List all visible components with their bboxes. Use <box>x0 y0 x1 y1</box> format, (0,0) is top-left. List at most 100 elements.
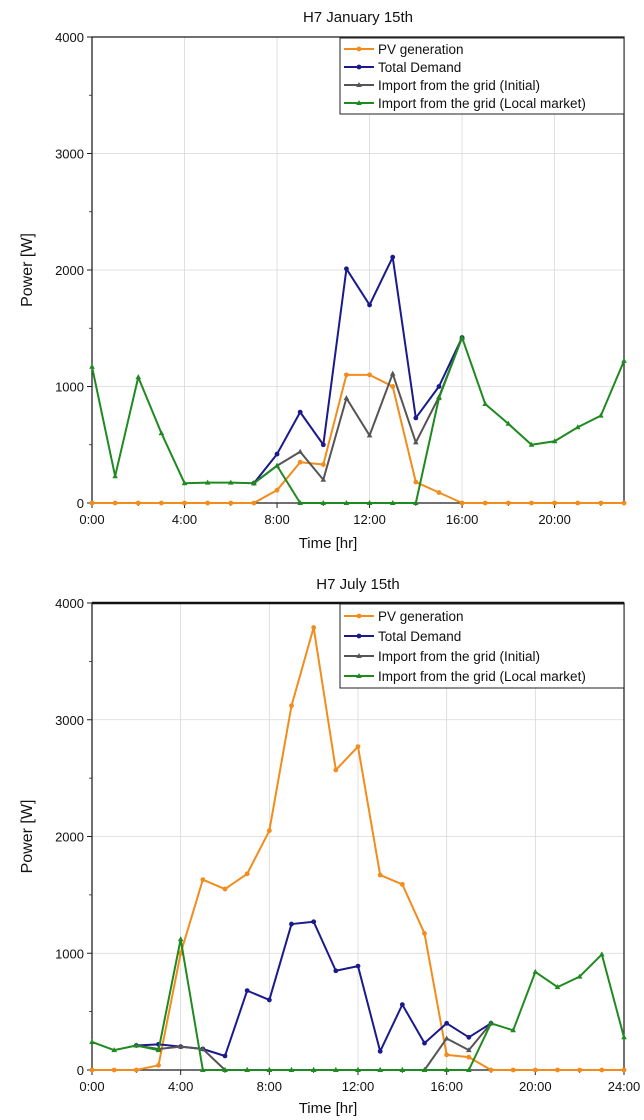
x-tick-label: 0:00 <box>79 1079 104 1094</box>
data-point <box>320 462 326 467</box>
legend-marker <box>356 64 362 70</box>
data-point <box>482 400 489 406</box>
y-tick-label: 4000 <box>55 30 84 45</box>
data-point <box>355 963 361 969</box>
y-tick-label: 2000 <box>55 263 84 278</box>
data-point <box>399 1067 406 1072</box>
legend-marker <box>356 673 362 678</box>
y-tick-label: 1000 <box>55 946 84 961</box>
data-point <box>89 500 95 506</box>
data-point <box>399 881 405 887</box>
data-point <box>89 1067 95 1073</box>
data-point <box>320 442 326 448</box>
data-point <box>577 1067 583 1073</box>
data-point <box>251 480 257 486</box>
data-point <box>89 363 95 369</box>
data-point <box>288 1067 295 1072</box>
x-tick-label: 20:00 <box>519 1079 552 1094</box>
series-3 <box>89 936 627 1072</box>
data-point <box>311 625 317 630</box>
data-point <box>482 500 488 506</box>
legend-label: Import from the grid (Initial) <box>378 78 540 93</box>
data-point <box>436 395 442 401</box>
data-point <box>244 1067 250 1072</box>
legend-marker <box>356 613 362 619</box>
legend-box <box>339 37 625 115</box>
data-point <box>297 459 303 465</box>
data-point <box>200 877 206 883</box>
data-point <box>505 420 512 426</box>
data-point <box>574 424 581 430</box>
data-point <box>399 1002 405 1008</box>
chart-january-svg: H7 January 15th 0 1000 2000 3000 4000 0:00 4:00… <box>19 9 627 552</box>
series-2 <box>133 1020 494 1072</box>
y-tick-label: 0 <box>77 1063 84 1078</box>
x-tick-label: 16:00 <box>446 512 479 527</box>
data-point <box>598 500 604 506</box>
data-point <box>228 500 234 506</box>
chart-july-svg: H7 July 15th 0 1000 2000 3000 4000 0:00 4:00 8:0… <box>19 576 641 1117</box>
data-point <box>158 430 165 436</box>
legend-label: Import from the grid (Initial) <box>378 649 540 664</box>
data-point <box>274 462 280 468</box>
x-tick-label: 12:00 <box>342 1079 375 1094</box>
data-point <box>367 302 372 308</box>
y-axis-label: Power [W] <box>19 800 36 874</box>
legend-label: PV generation <box>378 609 464 624</box>
series-2 <box>251 334 465 486</box>
data-point <box>413 479 419 485</box>
data-point <box>599 951 605 957</box>
data-point <box>366 432 373 438</box>
data-point <box>389 500 396 505</box>
data-point <box>413 415 419 421</box>
x-axis-label: Time [hr] <box>299 535 358 552</box>
x-tick-label: 24:00 <box>608 1079 641 1094</box>
legend-label: Import from the grid (Local market) <box>378 96 586 111</box>
series-line <box>253 337 464 484</box>
y-tick-label: 0 <box>77 496 84 511</box>
legend-marker <box>356 633 362 639</box>
data-point <box>222 886 228 892</box>
data-point <box>204 479 211 485</box>
data-point <box>266 1067 273 1072</box>
data-point <box>200 1067 206 1072</box>
data-point <box>182 500 187 506</box>
data-point <box>181 480 188 486</box>
x-tick-label: 12:00 <box>353 512 386 527</box>
data-point <box>311 919 317 925</box>
data-point <box>310 1067 317 1072</box>
data-point <box>133 1042 140 1048</box>
data-point <box>274 487 280 493</box>
data-point <box>555 1067 560 1073</box>
data-point <box>320 500 327 505</box>
data-point <box>377 872 383 878</box>
legend-marker <box>356 46 362 52</box>
legend-label: PV generation <box>378 42 464 57</box>
data-point <box>367 372 372 378</box>
data-point <box>344 372 349 378</box>
data-point <box>575 500 581 506</box>
y-tick-label: 2000 <box>55 830 84 845</box>
data-point <box>554 984 561 990</box>
data-point <box>177 1043 184 1049</box>
data-point <box>133 1067 139 1073</box>
data-point <box>443 1067 450 1072</box>
data-point <box>621 500 627 506</box>
data-point <box>510 1027 516 1033</box>
y-tick-label: 3000 <box>55 147 84 162</box>
x-tick-label: 20:00 <box>538 512 571 527</box>
x-tick-label: 8:00 <box>257 1079 282 1094</box>
legend-marker <box>356 100 362 105</box>
data-point <box>297 500 303 505</box>
y-tick-label: 3000 <box>55 713 84 728</box>
series-line <box>253 256 463 484</box>
data-point <box>111 1067 117 1073</box>
x-axis-label: Time [hr] <box>299 1100 358 1117</box>
data-point <box>266 828 272 834</box>
series-line <box>92 373 624 504</box>
data-point <box>389 370 396 376</box>
data-point <box>227 479 234 485</box>
data-point <box>112 473 118 479</box>
data-point <box>488 1020 494 1026</box>
data-point <box>244 871 250 877</box>
